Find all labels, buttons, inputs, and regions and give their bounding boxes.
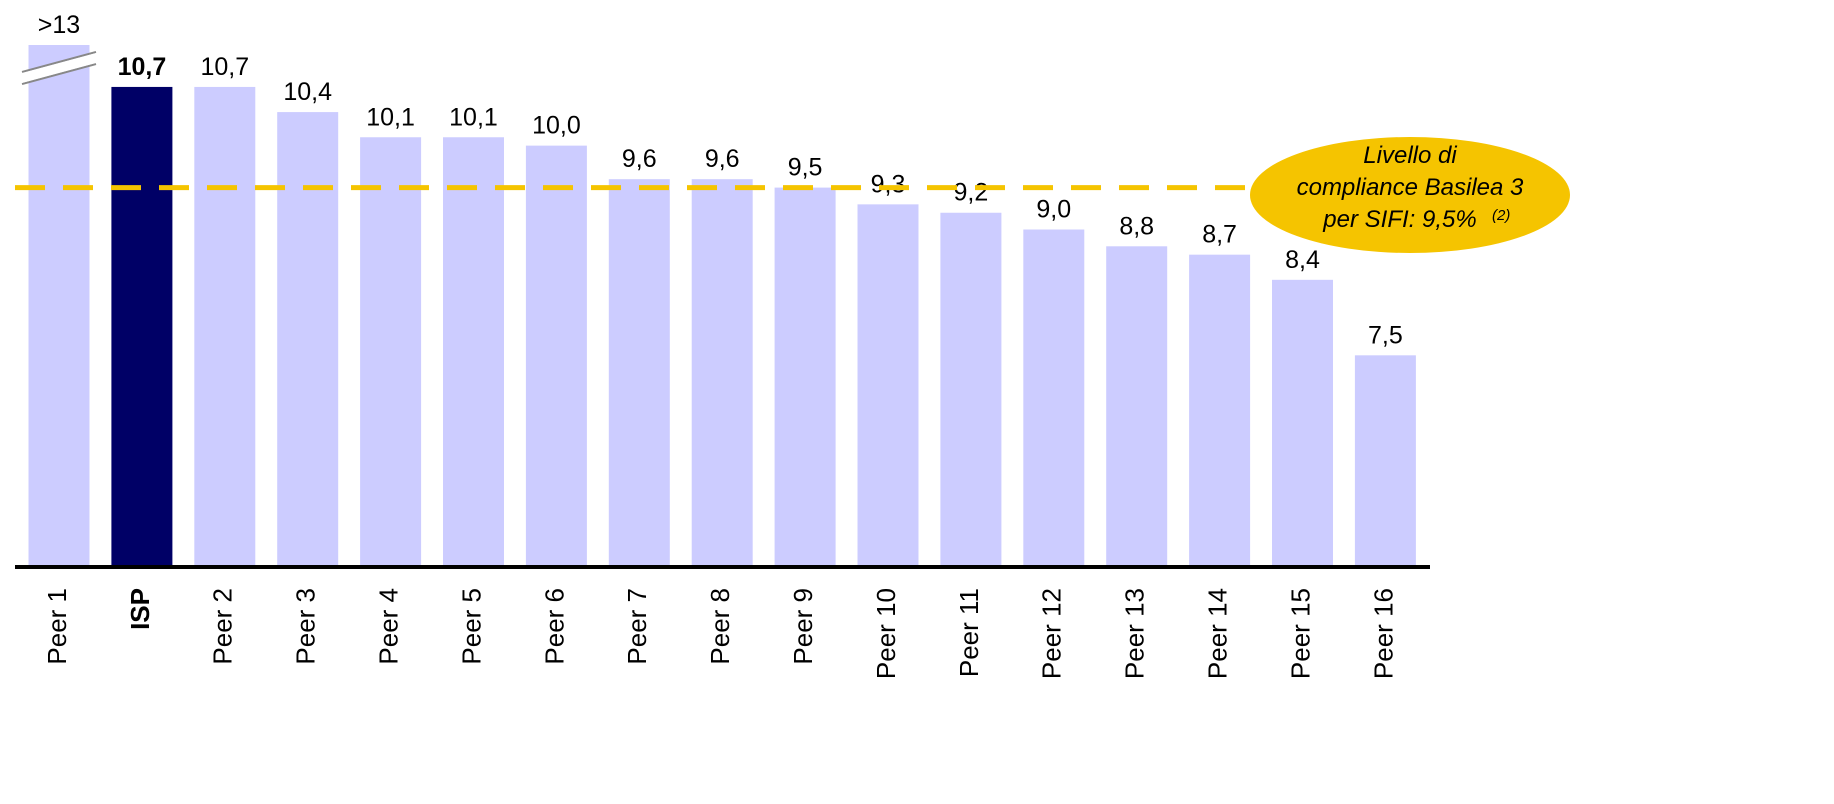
- bar: [1106, 246, 1168, 565]
- x-tick-label: Peer 5: [456, 588, 486, 665]
- annotation-text: per SIFI: 9,5%: [1322, 206, 1476, 233]
- x-tick-label: Peer 14: [1202, 588, 1232, 679]
- x-tick-label: Peer 13: [1120, 588, 1150, 679]
- value-label: 9,0: [1036, 196, 1071, 224]
- axis-break-gap: [22, 53, 96, 83]
- x-tick-label: Peer 4: [373, 588, 403, 665]
- value-label: 9,6: [622, 145, 657, 173]
- value-label: 9,2: [954, 179, 989, 207]
- bar: [525, 145, 587, 566]
- bar: [1023, 229, 1085, 566]
- bar: [194, 86, 256, 565]
- bar: [774, 187, 836, 566]
- x-tick-label: Peer 12: [1037, 588, 1067, 679]
- bar: [1189, 254, 1251, 565]
- value-label: 10,1: [449, 103, 498, 131]
- value-label: 8,7: [1202, 221, 1237, 249]
- x-tick-label: Peer 2: [208, 588, 238, 665]
- value-label: 10,4: [283, 78, 332, 106]
- x-tick-label: Peer 11: [954, 588, 984, 677]
- annotation-footnote: (2): [1492, 207, 1510, 224]
- bars: [28, 45, 1416, 566]
- x-tick-label: Peer 16: [1368, 588, 1398, 679]
- bar: [277, 112, 339, 565]
- x-tick-label: Peer 7: [622, 588, 652, 665]
- bar: [443, 137, 504, 566]
- x-tick-label: Peer 1: [42, 588, 72, 665]
- x-tick-label: Peer 10: [871, 588, 901, 679]
- value-label: 9,3: [871, 170, 906, 198]
- bar: [857, 204, 919, 565]
- bar: [1272, 279, 1333, 565]
- bar: [691, 179, 753, 565]
- bar: [360, 137, 422, 566]
- value-label: 9,6: [705, 145, 740, 173]
- annotation-bubble: [1250, 137, 1570, 253]
- bar: [111, 86, 173, 565]
- x-tick-label: Peer 9: [788, 588, 818, 665]
- bar: [28, 45, 90, 566]
- x-tick-label: Peer 3: [291, 588, 321, 665]
- axis-break: [21, 63, 97, 85]
- x-tick-label: Peer 8: [705, 588, 735, 665]
- value-label: 8,8: [1119, 212, 1154, 240]
- value-label: 10,1: [366, 103, 415, 131]
- x-tick-label: ISP: [125, 588, 155, 630]
- bar: [940, 212, 1002, 565]
- value-label: 10,7: [200, 53, 249, 81]
- x-tick-label: Peer 6: [539, 588, 569, 665]
- value-label: >13: [38, 11, 80, 39]
- annotation-text: compliance Basilea 3: [1297, 174, 1524, 201]
- value-label: 10,0: [532, 112, 581, 140]
- axis-break: [21, 51, 97, 73]
- bar: [1354, 355, 1416, 565]
- value-label: 10,7: [118, 53, 167, 81]
- bar: [608, 179, 670, 565]
- value-label: 7,5: [1368, 321, 1403, 349]
- annotation-text: Livello di: [1363, 142, 1457, 169]
- value-label: 8,4: [1285, 246, 1320, 274]
- x-tick-label: Peer 15: [1285, 588, 1315, 679]
- value-label: 9,5: [788, 154, 823, 182]
